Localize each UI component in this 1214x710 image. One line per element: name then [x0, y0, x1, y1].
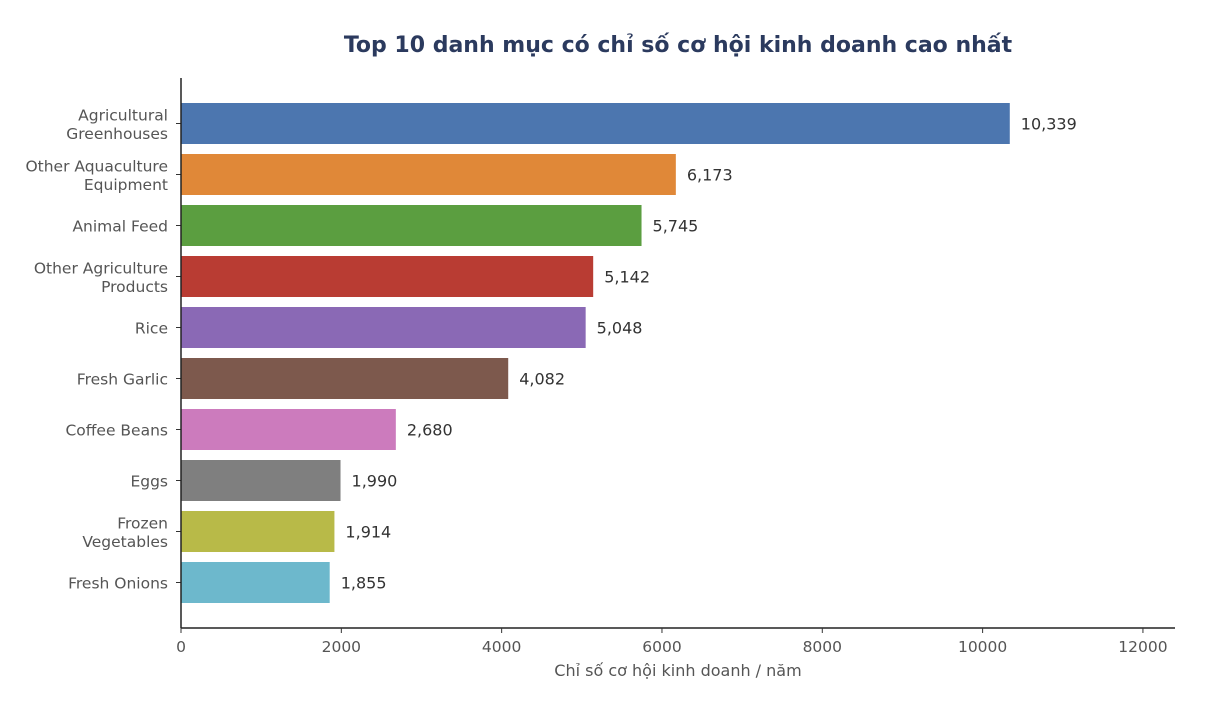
x-axis-label: Chỉ số cơ hội kinh doanh / năm	[554, 661, 801, 680]
bar-3	[181, 256, 594, 297]
bar-4	[181, 307, 586, 348]
y-tick-label-6: Coffee Beans	[65, 422, 168, 440]
y-tick-label-5: Fresh Garlic	[77, 371, 168, 389]
bars-layer: 10,339 6,173 5,745 5,142 5,048 4,082 2,680 1,99…	[181, 103, 1077, 603]
y-tick-label-2: Animal Feed	[72, 218, 168, 236]
y-tick-label-1: Other Aquaculture Equipment	[25, 157, 168, 194]
bar-value-label-6: 2,680	[407, 421, 453, 440]
axes-layer: Agricultural Greenhouses Other Aquaculture…	[25, 78, 1175, 656]
x-tick-label-3: 6000	[642, 638, 681, 656]
bar-value-label-7: 1,990	[352, 472, 398, 491]
bar-value-label-4: 5,048	[597, 319, 643, 338]
bar-value-label-2: 5,745	[653, 217, 699, 236]
y-tick-label-8: Frozen Vegetables	[82, 514, 168, 551]
y-tick-label-0: Agricultural Greenhouses	[66, 106, 168, 143]
y-tick-label-3: Other Agriculture Products	[34, 259, 168, 296]
bar-value-label-0: 10,339	[1021, 115, 1077, 134]
y-tick-label-9: Fresh Onions	[68, 575, 168, 593]
bar-value-label-5: 4,082	[519, 370, 565, 389]
x-tick-label-2: 4000	[482, 638, 521, 656]
bar-value-label-1: 6,173	[687, 166, 733, 185]
y-tick-label-7: Eggs	[130, 473, 168, 491]
y-tick-label-4: Rice	[135, 320, 168, 338]
bar-8	[181, 511, 335, 552]
bar-5	[181, 358, 509, 399]
x-tick-label-0: 0	[176, 638, 186, 656]
x-tick-label-1: 2000	[322, 638, 361, 656]
bar-value-label-8: 1,914	[345, 523, 391, 542]
x-tick-label-4: 8000	[803, 638, 842, 656]
bar-value-label-3: 5,142	[604, 268, 650, 287]
x-tick-label-5: 10000	[958, 638, 1007, 656]
chart-title: Top 10 danh mục có chỉ số cơ hội kinh do…	[344, 33, 1013, 58]
x-tick-label-6: 12000	[1118, 638, 1167, 656]
bar-6	[181, 409, 396, 450]
bar-9	[181, 562, 330, 603]
bar-0	[181, 103, 1010, 144]
bar-7	[181, 460, 341, 501]
bar-2	[181, 205, 642, 246]
bar-1	[181, 154, 676, 195]
bar-value-label-9: 1,855	[341, 574, 387, 593]
